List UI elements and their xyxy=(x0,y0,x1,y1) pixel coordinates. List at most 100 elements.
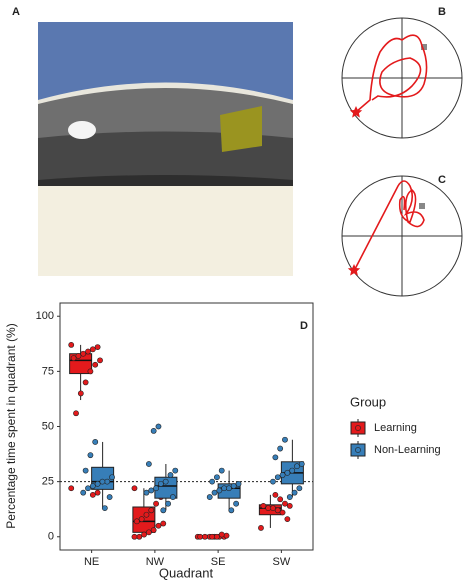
trajectory-b xyxy=(341,17,463,139)
data-point xyxy=(206,494,213,500)
data-point xyxy=(94,344,101,351)
panel-label: B xyxy=(438,6,446,18)
data-point xyxy=(157,480,164,487)
data-point xyxy=(274,474,281,481)
data-point xyxy=(296,485,303,492)
data-point xyxy=(284,469,291,476)
data-point xyxy=(148,487,155,494)
data-point xyxy=(258,525,264,531)
data-point xyxy=(106,494,113,500)
data-point xyxy=(109,474,115,481)
data-point xyxy=(277,496,284,503)
data-point xyxy=(148,507,155,514)
data-point xyxy=(165,500,171,507)
x-tick-label: NE xyxy=(84,556,99,568)
data-point xyxy=(80,489,87,496)
data-point xyxy=(87,368,94,375)
data-point xyxy=(82,379,89,386)
y-tick-label: 0 xyxy=(48,531,54,543)
data-point xyxy=(138,516,145,523)
data-point xyxy=(270,505,276,511)
data-point xyxy=(150,428,157,434)
data-point xyxy=(68,342,75,348)
panel-label: C xyxy=(438,174,446,186)
data-point xyxy=(228,507,235,514)
data-point xyxy=(286,494,293,500)
data-point xyxy=(87,452,94,459)
data-point xyxy=(99,478,106,485)
y-tick-label: 50 xyxy=(42,420,54,432)
data-point xyxy=(289,467,296,474)
legend-label: Learning xyxy=(374,422,417,434)
data-point xyxy=(197,533,204,540)
data-point xyxy=(274,507,281,514)
data-point xyxy=(162,478,169,485)
panel-label: A xyxy=(12,6,20,18)
y-tick-label: 25 xyxy=(42,476,54,488)
data-point xyxy=(298,461,305,467)
data-point xyxy=(211,489,218,496)
legend-key xyxy=(355,447,361,453)
data-point xyxy=(223,532,230,539)
legend-label: Non-Learning xyxy=(374,444,441,456)
data-point xyxy=(131,533,138,540)
data-point xyxy=(160,507,167,514)
data-point xyxy=(133,518,140,525)
data-point xyxy=(230,483,237,489)
data-point xyxy=(272,491,279,498)
data-point xyxy=(155,522,162,529)
y-tick-label: 100 xyxy=(36,310,54,322)
data-point xyxy=(279,472,286,478)
data-point xyxy=(291,489,298,496)
data-point xyxy=(226,485,232,492)
data-point xyxy=(172,467,179,474)
data-point xyxy=(209,533,216,540)
data-point xyxy=(209,478,216,485)
data-point xyxy=(70,355,77,362)
trajectory-c xyxy=(341,175,463,297)
data-point xyxy=(160,520,167,527)
data-point xyxy=(68,485,75,492)
data-point xyxy=(279,509,286,516)
virtual-arena-view xyxy=(38,22,293,276)
legend-key xyxy=(355,425,361,431)
data-point xyxy=(77,390,84,397)
data-point xyxy=(143,511,150,518)
y-tick-label: 75 xyxy=(42,365,54,377)
x-tick-label: SE xyxy=(211,556,226,568)
data-point xyxy=(85,485,91,492)
data-point xyxy=(221,485,228,492)
data-point xyxy=(235,480,242,487)
data-point xyxy=(97,357,103,364)
data-point xyxy=(80,350,87,357)
data-point xyxy=(89,483,96,489)
data-point xyxy=(277,445,284,452)
data-point xyxy=(89,491,96,498)
data-point xyxy=(286,502,293,509)
data-point xyxy=(153,485,159,492)
data-point xyxy=(282,436,288,443)
data-point xyxy=(92,361,99,368)
data-point xyxy=(214,533,220,540)
data-point xyxy=(104,478,111,485)
data-point xyxy=(294,463,300,470)
data-point xyxy=(136,533,143,540)
data-point xyxy=(167,472,174,478)
data-point xyxy=(73,410,79,417)
data-point xyxy=(233,500,240,507)
data-point xyxy=(218,467,225,474)
data-point xyxy=(89,346,96,353)
data-point xyxy=(145,529,152,536)
data-point xyxy=(155,423,162,430)
data-point xyxy=(150,527,157,534)
x-tick-label: NW xyxy=(146,556,165,568)
data-point xyxy=(169,494,176,500)
data-point xyxy=(202,533,208,540)
data-point xyxy=(75,353,82,359)
data-point xyxy=(101,505,108,511)
data-point xyxy=(260,502,267,509)
x-axis-title: Quadrant xyxy=(159,565,214,580)
x-tick-label: SW xyxy=(273,556,291,568)
panel-label: D xyxy=(300,320,308,332)
